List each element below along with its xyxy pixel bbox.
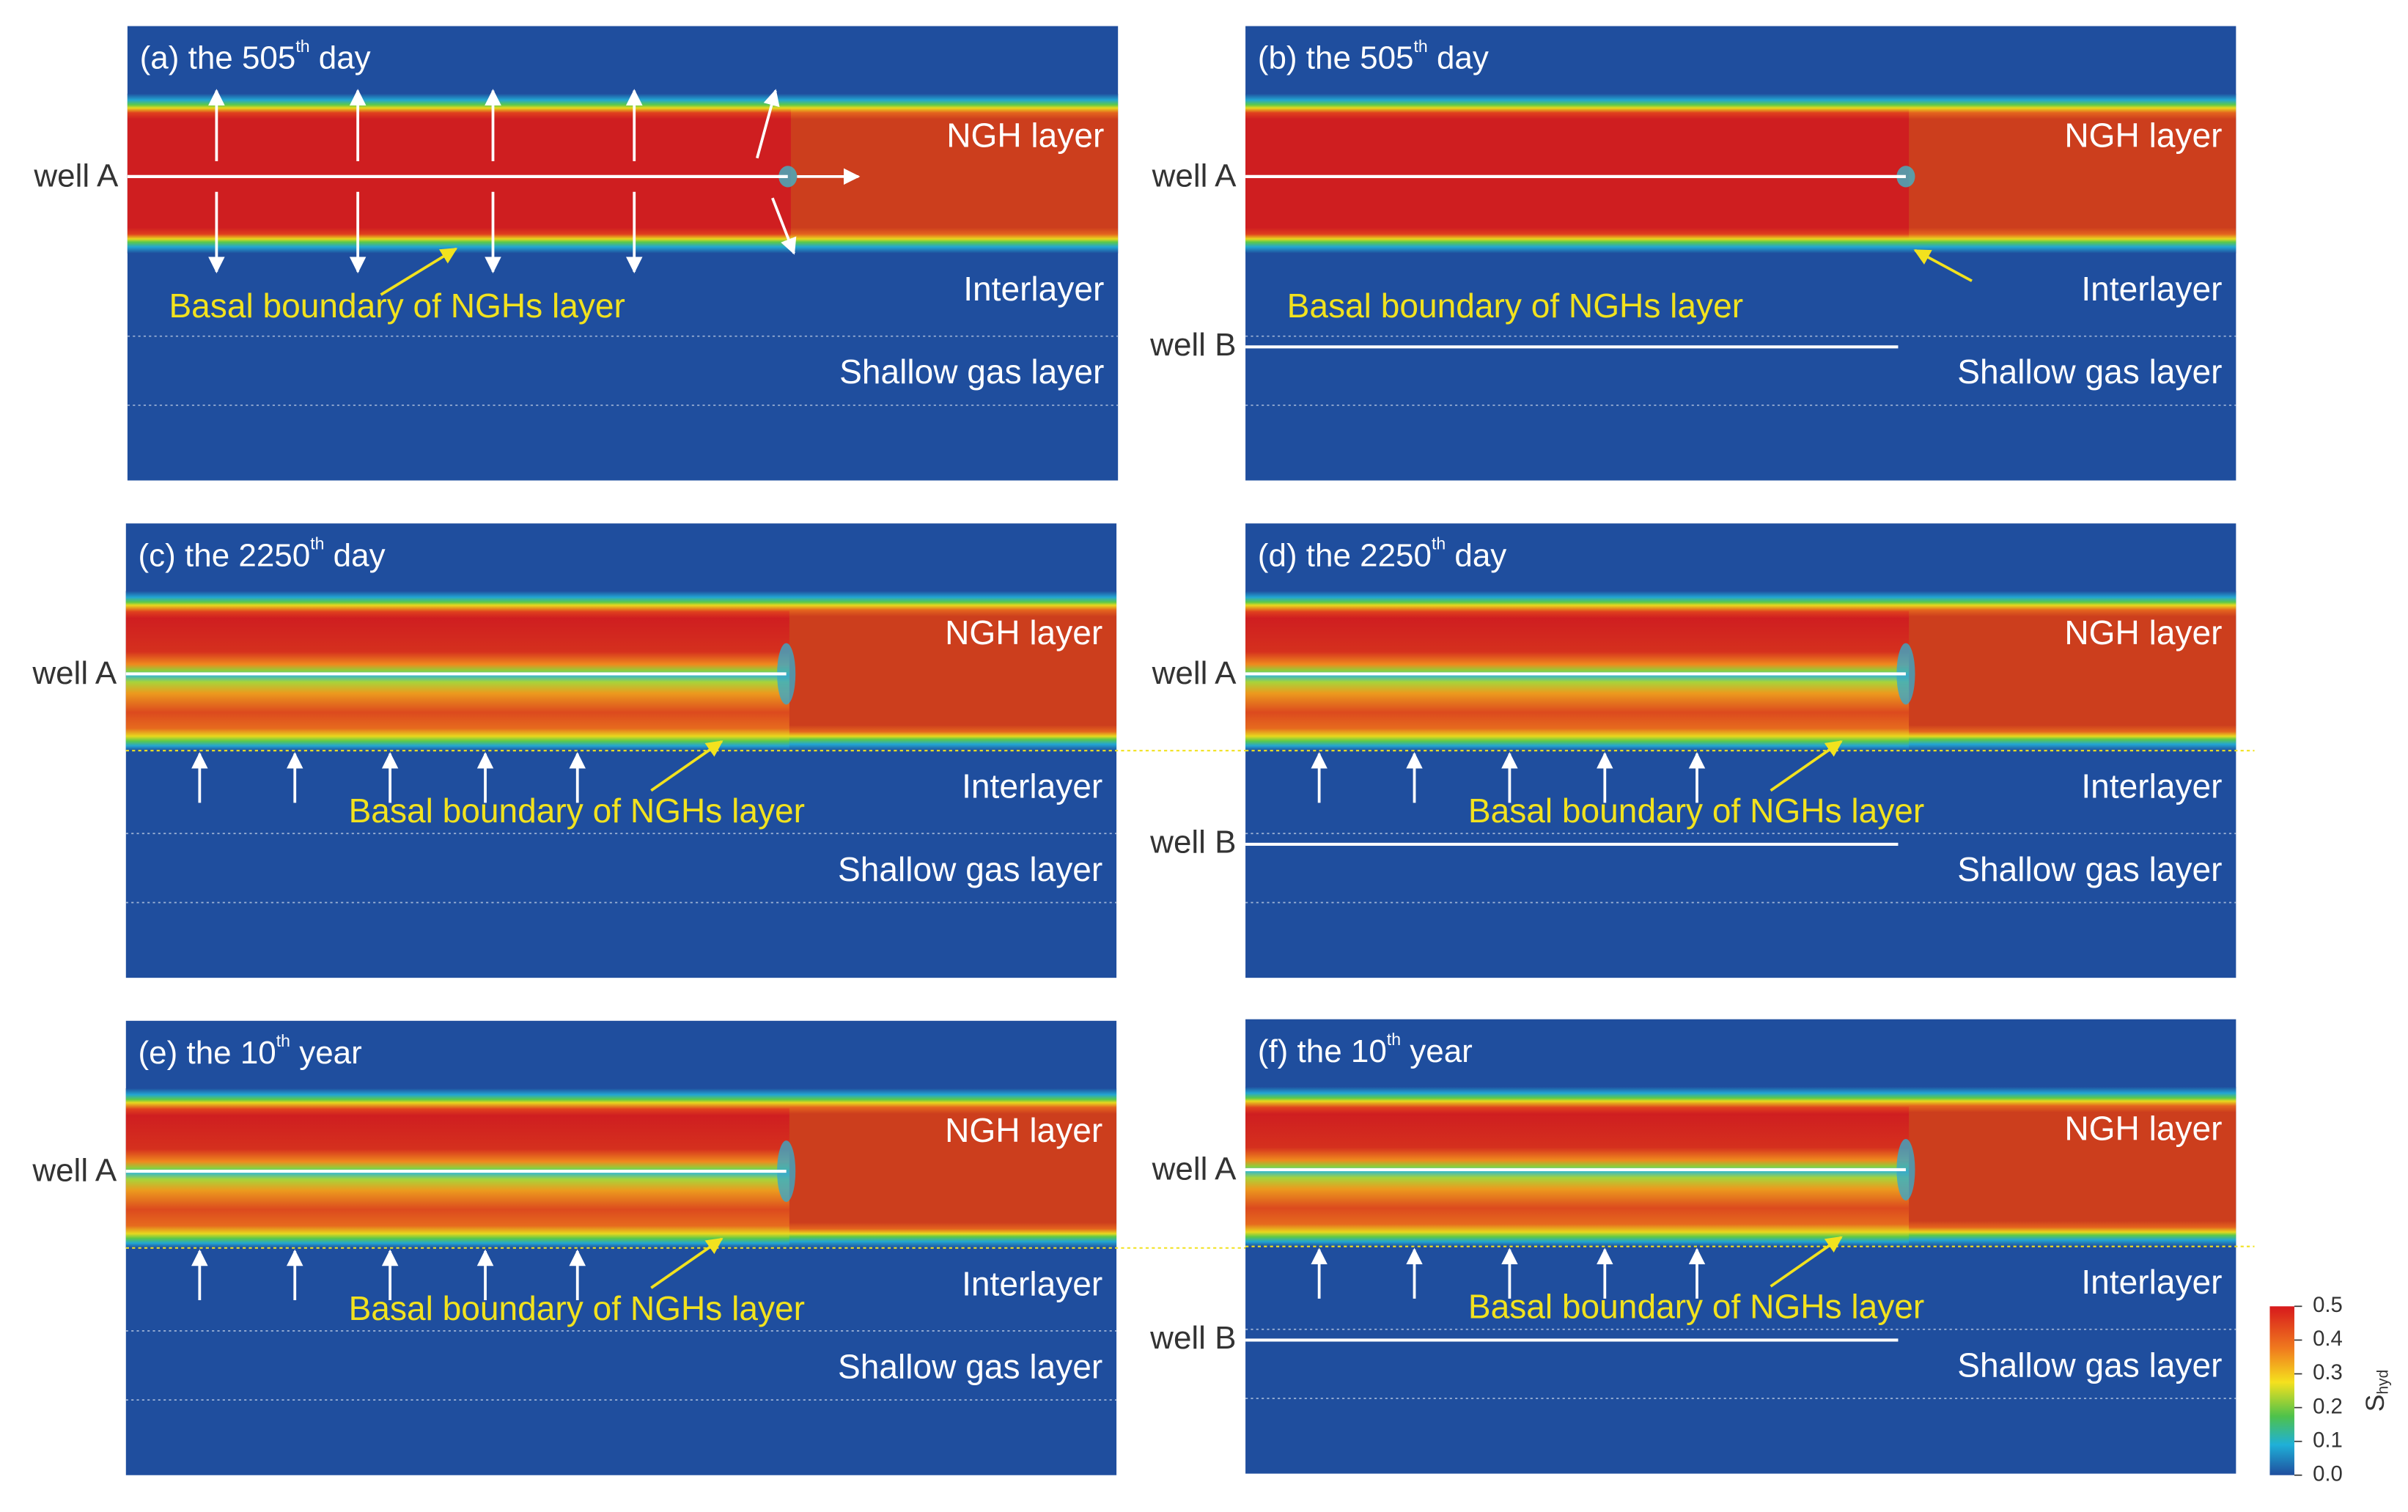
ngh-band-depleted bbox=[125, 1088, 789, 1248]
flow-arrow bbox=[771, 197, 797, 255]
panel-title: (c) the 2250th day bbox=[139, 534, 386, 573]
title-sup: th bbox=[1432, 534, 1446, 553]
flow-arrow bbox=[756, 89, 780, 159]
annotation-arrow bbox=[1770, 740, 1843, 792]
well-label: well A bbox=[1152, 655, 1237, 691]
colorbar-tick-label: 0.2 bbox=[2313, 1394, 2343, 1418]
ngh-band-depleted bbox=[1245, 1086, 1910, 1247]
layer-label: Shallow gas layer bbox=[1957, 850, 2222, 888]
title-sup: th bbox=[276, 1031, 290, 1050]
title-rest: year bbox=[1401, 1033, 1473, 1069]
well-label: well A bbox=[32, 655, 117, 691]
layer-label: Interlayer bbox=[2081, 1263, 2222, 1301]
layer-label: Shallow gas layer bbox=[839, 353, 1104, 391]
layer-label: Interlayer bbox=[2081, 767, 2222, 805]
ngh-band-depleted bbox=[1245, 591, 1910, 751]
layer-label: NGH layer bbox=[945, 1111, 1102, 1149]
panel: (e) the 10th year well A NGH layer Interlay… bbox=[32, 1020, 1246, 1475]
panel: (b) the 505th day well A well B NGH layer In… bbox=[1149, 26, 2236, 481]
title-rest: day bbox=[310, 40, 371, 75]
ngh-band-depleted bbox=[1245, 93, 1910, 254]
well-label: well A bbox=[1152, 158, 1237, 194]
layer-label: NGH layer bbox=[2064, 1110, 2222, 1148]
annotation-arrow bbox=[380, 247, 458, 296]
colorbar-tick-label: 0.5 bbox=[2313, 1293, 2343, 1317]
title-sup: th bbox=[295, 37, 309, 56]
layer-label: Interlayer bbox=[962, 767, 1102, 805]
well-label: well A bbox=[32, 1153, 117, 1189]
panel-title: (a) the 505th day bbox=[140, 37, 371, 75]
layer-label: NGH layer bbox=[946, 117, 1104, 155]
well-label: well B bbox=[1149, 327, 1236, 363]
title-main: (a) the 505 bbox=[140, 40, 296, 75]
title-rest: day bbox=[324, 537, 385, 573]
layer-label: Shallow gas layer bbox=[1957, 1346, 2222, 1384]
well-label: well A bbox=[1152, 1151, 1237, 1187]
title-main: (f) the 10 bbox=[1258, 1033, 1387, 1069]
layer-label: Shallow gas layer bbox=[838, 1347, 1102, 1385]
layer-label: Interlayer bbox=[2081, 270, 2222, 308]
annotation-arrow bbox=[650, 740, 723, 792]
layer-label: NGH layer bbox=[2064, 613, 2222, 652]
layer-label: Shallow gas layer bbox=[838, 850, 1102, 888]
colorbar-label: Shyd bbox=[2361, 1370, 2392, 1412]
title-sup: th bbox=[1387, 1030, 1401, 1049]
layer-label: Interlayer bbox=[962, 1264, 1102, 1302]
panel: (f) the 10th year well A well B NGH layer In… bbox=[1149, 1019, 2255, 1474]
annotation: Basal boundary of NGHs layer bbox=[1287, 287, 1743, 325]
layer-label: Interlayer bbox=[963, 270, 1104, 308]
panel-title: (f) the 10th year bbox=[1258, 1030, 1473, 1069]
well-label: well B bbox=[1149, 1320, 1236, 1356]
ngh-band-depleted bbox=[125, 591, 789, 751]
panel: (d) the 2250th day well A well B NGH layer I… bbox=[1149, 523, 2255, 978]
panel-title: (d) the 2250th day bbox=[1258, 534, 1506, 573]
title-sup: th bbox=[310, 534, 324, 553]
layer-label: Shallow gas layer bbox=[1957, 353, 2222, 391]
annotation-arrow bbox=[650, 1237, 723, 1289]
colorbar-label-sub: hyd bbox=[2374, 1370, 2391, 1395]
layer-label: NGH layer bbox=[2064, 117, 2222, 155]
panel-title: (b) the 505th day bbox=[1258, 37, 1489, 75]
title-rest: day bbox=[1446, 537, 1506, 573]
title-main: (e) the 10 bbox=[139, 1034, 276, 1070]
colorbar bbox=[2269, 1306, 2294, 1475]
annotation: Basal boundary of NGHs layer bbox=[169, 287, 625, 325]
colorbar-tick-label: 0.0 bbox=[2313, 1461, 2343, 1486]
title-sup: th bbox=[1414, 37, 1428, 56]
colorbar-tick-label: 0.1 bbox=[2313, 1428, 2343, 1452]
colorbar-tick-label: 0.3 bbox=[2313, 1360, 2343, 1384]
annotation-arrow bbox=[1770, 1236, 1843, 1288]
colorbar-label-main: S bbox=[2361, 1395, 2390, 1412]
title-main: (c) the 2250 bbox=[139, 537, 311, 573]
title-rest: day bbox=[1428, 40, 1489, 75]
annotation-arrow bbox=[1913, 248, 1973, 282]
colorbar-tick-label: 0.4 bbox=[2313, 1327, 2343, 1351]
well-label: well A bbox=[33, 158, 119, 194]
ngh-band-depleted bbox=[127, 93, 791, 254]
panel: (c) the 2250th day well A NGH layer Interla… bbox=[32, 523, 1246, 978]
panel: (a) the 505th day well A NGH layer Interlay… bbox=[33, 26, 1119, 481]
title-main: (d) the 2250 bbox=[1258, 537, 1432, 573]
well-label: well B bbox=[1149, 825, 1236, 860]
panel-title: (e) the 10th year bbox=[139, 1031, 362, 1070]
title-main: (b) the 505 bbox=[1258, 40, 1414, 75]
title-rest: year bbox=[290, 1034, 362, 1070]
layer-label: NGH layer bbox=[945, 613, 1102, 652]
